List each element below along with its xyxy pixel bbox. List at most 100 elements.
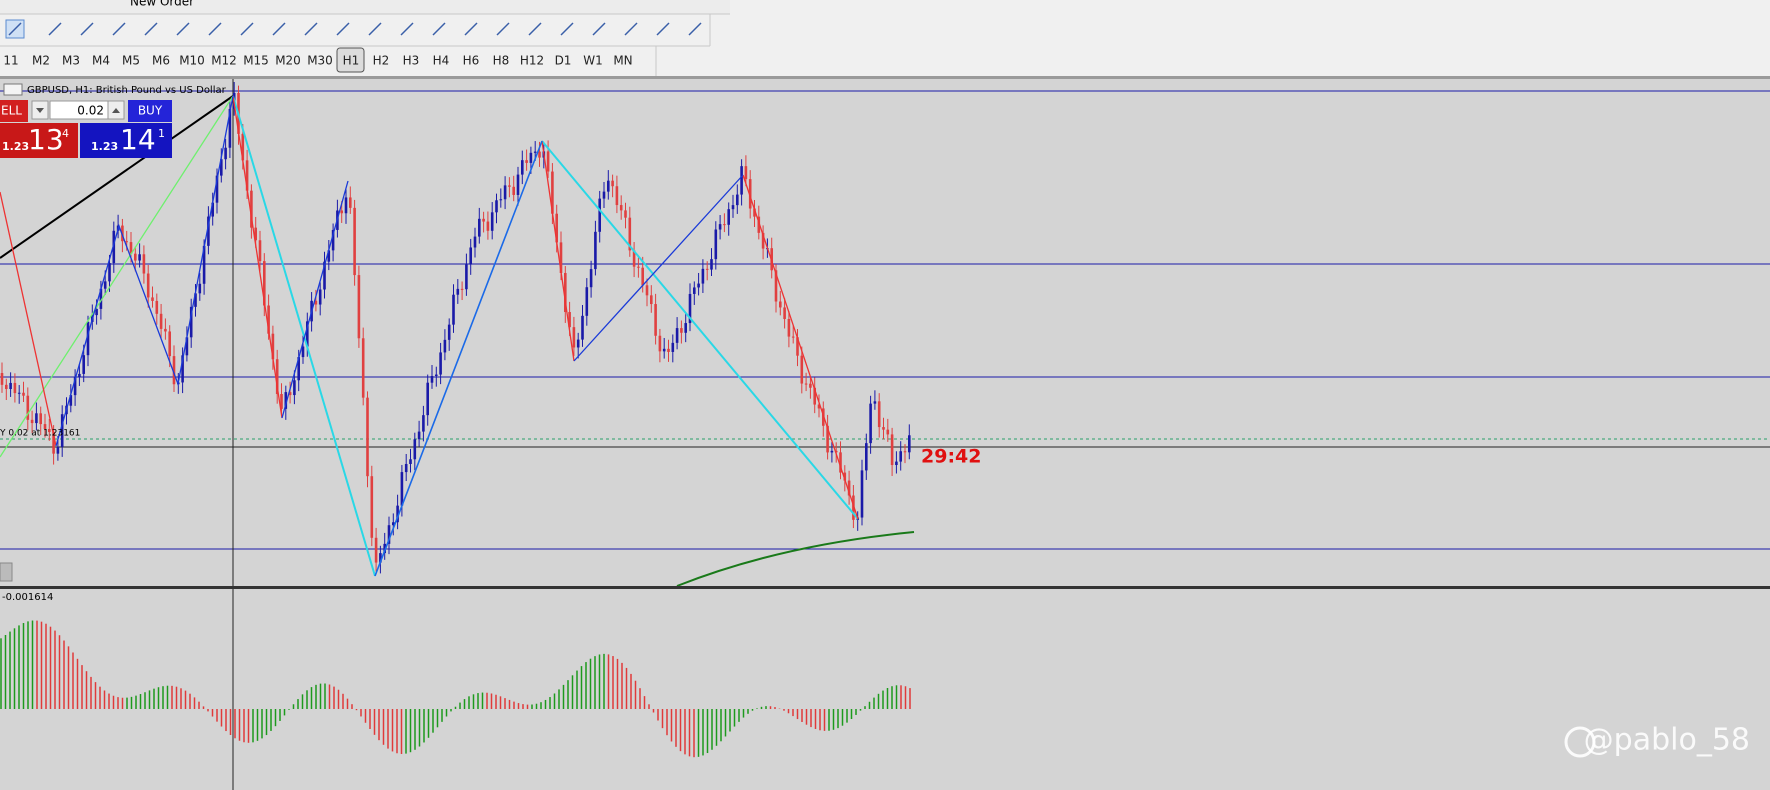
timeframe-button[interactable]: MN — [613, 54, 632, 68]
candle-body — [164, 328, 167, 332]
candle-body — [680, 328, 683, 333]
candle-body — [155, 300, 159, 314]
candle-body — [288, 392, 292, 396]
candle-body — [796, 337, 799, 356]
tool-glyph — [304, 22, 318, 36]
timeframe-button[interactable]: M12 — [211, 54, 237, 68]
candle-body — [404, 464, 408, 473]
candle-body — [860, 470, 864, 518]
candle-body — [903, 451, 907, 453]
timeframe-button[interactable]: W1 — [583, 54, 603, 68]
candle-body — [701, 268, 705, 284]
tool-glyph — [48, 22, 62, 36]
candle-body — [181, 355, 184, 383]
candle-body — [409, 459, 412, 465]
candle-body — [267, 305, 270, 334]
tool-glyph — [80, 22, 94, 36]
candle-body — [56, 446, 60, 454]
timeframe-button[interactable]: M20 — [275, 54, 301, 68]
toolbar-top — [0, 0, 730, 14]
tool-glyph — [368, 22, 382, 36]
candle-body — [379, 553, 382, 563]
candle-body — [890, 434, 894, 466]
candle-body — [452, 294, 455, 325]
candle-body — [908, 435, 911, 453]
tool-glyph — [560, 22, 574, 36]
timeframe-button[interactable]: H1 — [343, 54, 360, 68]
timeframe-button[interactable]: M30 — [307, 54, 333, 68]
candle-body — [254, 227, 257, 241]
lot-value: 0.02 — [77, 104, 104, 118]
candle-body — [306, 321, 309, 347]
candle-body — [194, 293, 197, 307]
candle-body — [783, 307, 786, 319]
candle-body — [202, 245, 206, 284]
candle-body — [374, 537, 378, 563]
candle-body — [727, 209, 730, 225]
timeframe-button[interactable]: 11 — [3, 54, 18, 68]
candle-body — [353, 207, 356, 276]
tool-glyph — [432, 22, 446, 36]
candle-body — [650, 295, 653, 305]
timeframe-button[interactable]: H2 — [373, 54, 390, 68]
candle-body — [869, 403, 872, 444]
tool-glyph — [496, 22, 510, 36]
candle-body — [787, 318, 791, 337]
candle-body — [396, 505, 399, 523]
candle-body — [293, 380, 296, 396]
candle-body — [800, 355, 804, 384]
candle-body — [598, 198, 601, 232]
timeframe-button[interactable]: M5 — [122, 54, 140, 68]
candle-body — [576, 339, 580, 348]
candle-body — [460, 288, 464, 290]
candle-body — [340, 210, 343, 214]
sell-button[interactable] — [0, 100, 28, 122]
tool-glyph — [144, 22, 158, 36]
new-order-button[interactable]: New Order — [130, 0, 194, 9]
candle-body — [525, 160, 528, 163]
candle-body — [301, 346, 305, 358]
candle-body — [516, 174, 520, 195]
candle-body — [710, 259, 713, 270]
timeframe-button[interactable]: M6 — [152, 54, 170, 68]
candle-body — [9, 382, 12, 390]
timeframe-button[interactable]: M3 — [62, 54, 80, 68]
tool-glyph — [112, 22, 126, 36]
candle-body — [125, 241, 128, 243]
candle-body — [318, 289, 322, 305]
candle-body — [112, 230, 116, 264]
candle-body — [559, 242, 563, 273]
candle-body — [877, 401, 881, 428]
timeframe-button[interactable]: H8 — [493, 54, 510, 68]
timeframe-bar: 11 M2 M3 M4 M5 M6 M10 M12 M15 M20 M30 H1 H2 H3 H4 H6 H8 H… — [3, 46, 657, 76]
candle-body — [349, 197, 352, 208]
indicator-histogram — [0, 620, 911, 758]
timeframe-button[interactable]: D1 — [555, 54, 572, 68]
candle-body — [611, 180, 614, 187]
bar-countdown: 29:42 — [921, 446, 981, 468]
candle-body — [615, 186, 619, 206]
timeframe-button[interactable]: M2 — [32, 54, 50, 68]
timeframe-button[interactable]: M10 — [179, 54, 205, 68]
candle-body — [426, 382, 429, 416]
candle-body — [813, 387, 816, 405]
candle-body — [486, 221, 490, 231]
timeframe-button[interactable]: H4 — [433, 54, 450, 68]
panel-separator — [0, 586, 1770, 589]
candle-body — [693, 287, 696, 294]
timeframe-button[interactable]: M15 — [243, 54, 269, 68]
buy-button[interactable] — [128, 100, 172, 122]
candle-body — [327, 250, 331, 262]
timeframe-button[interactable]: H12 — [520, 54, 544, 68]
candle-body — [533, 151, 537, 153]
candle-body — [839, 452, 842, 473]
candle-body — [224, 147, 227, 160]
timeframe-button[interactable]: H3 — [403, 54, 420, 68]
candle-body — [211, 202, 214, 217]
tool-glyph — [272, 22, 286, 36]
tool-glyph — [688, 22, 702, 36]
timeframe-button[interactable]: H6 — [463, 54, 480, 68]
watermark: @pablo_58 — [1584, 723, 1750, 758]
candle-body — [207, 216, 210, 246]
timeframe-button[interactable]: M4 — [92, 54, 110, 68]
